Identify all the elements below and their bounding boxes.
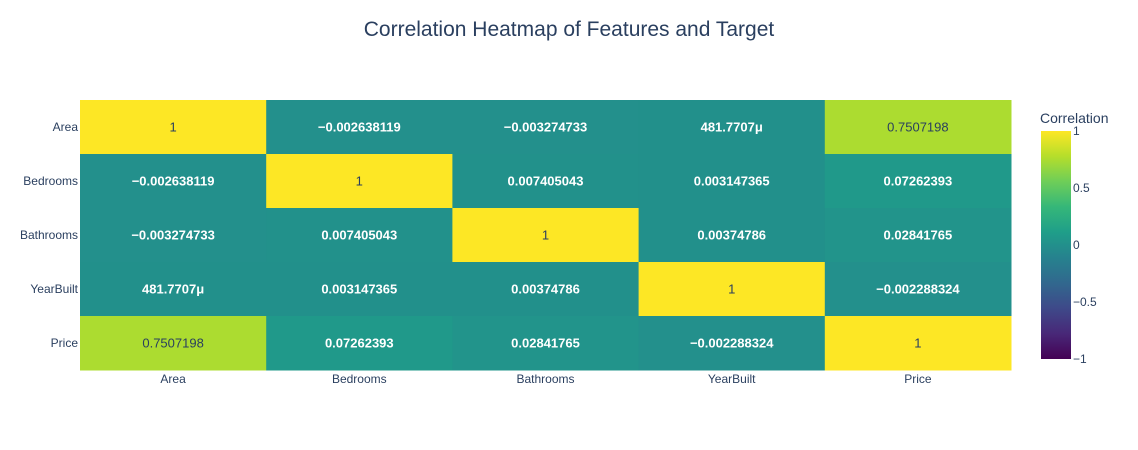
- heatmap-cell-price-bathrooms: [452, 316, 640, 371]
- heatmap-cell-area-bedrooms: [266, 100, 453, 155]
- heatmap-cell-labels: 1 −0.002638119 −0.003274733 481.7707μ 0.7507…: [131, 120, 960, 351]
- heatmap-cell-label: 0.00374786: [697, 228, 766, 243]
- heatmap-cell-label: −0.003274733: [131, 228, 215, 243]
- heatmap-cell-yearbuilt-area: [80, 262, 267, 317]
- y-tick-label: Area: [53, 120, 79, 134]
- heatmap-cell-label: 481.7707μ: [142, 282, 204, 297]
- colorbar-ticks: 1 0.5 0 −0.5 −1: [1073, 124, 1097, 366]
- heatmap-cell-label: −0.002288324: [876, 282, 960, 297]
- heatmap-cell-label: −0.003274733: [504, 120, 588, 135]
- heatmap-cell-bathrooms-yearbuilt: [638, 208, 826, 263]
- heatmap-cell-bathrooms-area: [80, 208, 267, 263]
- heatmap-cell-label: 481.7707μ: [701, 120, 763, 135]
- heatmap-cell-label: 1: [169, 120, 176, 135]
- heatmap-cell-label: 0.003147365: [694, 174, 770, 189]
- heatmap-cell-yearbuilt-bathrooms: [452, 262, 640, 317]
- heatmap-cell-price-area: [80, 316, 267, 371]
- heatmap-cell-bedrooms-yearbuilt: [638, 154, 826, 209]
- heatmap-cell-bedrooms-bathrooms: [452, 154, 640, 209]
- heatmap-cell-label: −0.002288324: [690, 336, 774, 351]
- x-axis: Area Bedrooms Bathrooms YearBuilt Price: [160, 372, 931, 386]
- heatmap-cell-label: 0.007405043: [508, 174, 584, 189]
- heatmap-cell-area-yearbuilt: [638, 100, 826, 155]
- heatmap-cell-bathrooms-price: [824, 208, 1012, 263]
- heatmap-cell-label: 0.07262393: [325, 336, 394, 351]
- x-tick-label: Area: [160, 372, 186, 386]
- heatmap-cell-yearbuilt-price: [824, 262, 1012, 317]
- colorbar-tick-label: 1: [1073, 124, 1080, 138]
- heatmap-cell-price-bedrooms: [266, 316, 453, 371]
- colorbar-tick-label: −1: [1073, 352, 1087, 366]
- y-tick-label: Bathrooms: [20, 228, 78, 242]
- heatmap-cell-label: −0.002638119: [318, 120, 401, 135]
- y-tick-label: YearBuilt: [30, 282, 78, 296]
- heatmap-cell-label: 1: [914, 336, 921, 351]
- x-tick-label: Bathrooms: [516, 372, 574, 386]
- heatmap-cell-label: 1: [728, 282, 735, 297]
- heatmap-cell-label: 0.00374786: [511, 282, 580, 297]
- heatmap-cell-label: 1: [356, 174, 363, 189]
- heatmap-cell-label: 1: [542, 228, 549, 243]
- heatmap-cell-price-price: [824, 316, 1012, 371]
- heatmap-cell-bedrooms-bedrooms: [266, 154, 453, 209]
- heatmap-cell-label: 0.003147365: [321, 282, 397, 297]
- heatmap-cell-label: 0.07262393: [884, 174, 953, 189]
- y-tick-label: Price: [51, 336, 79, 350]
- heatmap-cell-label: 0.02841765: [511, 336, 580, 351]
- heatmap-cell-label: −0.002638119: [132, 174, 215, 189]
- colorbar: Correlation 1 0.5 0 −0.5 −1: [1040, 110, 1108, 366]
- heatmap-cell-bathrooms-bedrooms: [266, 208, 453, 263]
- heatmap-cell-label: 0.7507198: [142, 336, 203, 351]
- heatmap-cells: [80, 100, 1012, 371]
- heatmap-cell-label: 0.007405043: [321, 228, 397, 243]
- colorbar-gradient: [1041, 131, 1071, 359]
- x-tick-label: Price: [904, 372, 932, 386]
- heatmap-cell-yearbuilt-bedrooms: [266, 262, 453, 317]
- colorbar-tick-label: −0.5: [1073, 295, 1097, 309]
- heatmap-cell-area-price: [824, 100, 1012, 155]
- y-tick-label: Bedrooms: [23, 174, 78, 188]
- y-axis: Area Bedrooms Bathrooms YearBuilt Price: [20, 120, 79, 350]
- heatmap-cell-yearbuilt-yearbuilt: [638, 262, 826, 317]
- heatmap-cell-area-bathrooms: [452, 100, 640, 155]
- colorbar-tick-label: 0.5: [1073, 181, 1090, 195]
- heatmap-cell-bedrooms-area: [80, 154, 267, 209]
- heatmap-cell-bedrooms-price: [824, 154, 1012, 209]
- heatmap-cell-label: 0.02841765: [884, 228, 953, 243]
- x-tick-label: Bedrooms: [332, 372, 387, 386]
- chart-title: Correlation Heatmap of Features and Targ…: [364, 18, 775, 41]
- x-tick-label: YearBuilt: [708, 372, 756, 386]
- heatmap-cell-bathrooms-bathrooms: [452, 208, 640, 263]
- colorbar-title: Correlation: [1040, 110, 1108, 126]
- heatmap-cell-area-area: [80, 100, 267, 155]
- colorbar-tick-label: 0: [1073, 238, 1080, 252]
- heatmap-cell-price-yearbuilt: [638, 316, 826, 371]
- heatmap-cell-label: 0.7507198: [887, 120, 948, 135]
